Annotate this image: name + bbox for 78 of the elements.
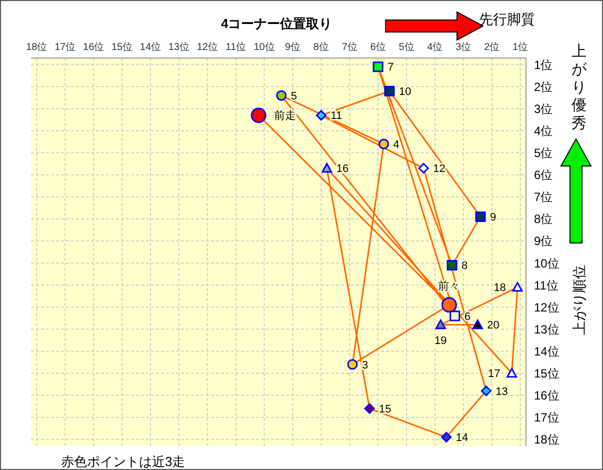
- y-tick-label: 4位: [534, 124, 553, 138]
- series-label: 7: [388, 62, 394, 74]
- series-label: 14: [456, 432, 468, 444]
- series-label: 18: [494, 282, 506, 294]
- x-tick-label: 9位: [284, 41, 301, 53]
- text: 赤色ポイントは近3走: [61, 453, 186, 470]
- x-tick-label: 11位: [226, 41, 246, 53]
- series-label: 13: [496, 386, 508, 398]
- x-tick-label: 8位: [313, 41, 329, 53]
- x-tick-label: 14位: [140, 41, 162, 53]
- point: [480, 386, 492, 396]
- y-tick-label: 3位: [534, 102, 553, 116]
- point: [450, 310, 460, 322]
- point: [512, 282, 523, 292]
- x-tick-label: 7位: [342, 41, 358, 53]
- point: [322, 162, 332, 173]
- point: [435, 320, 446, 330]
- y-tick-label: 7位: [534, 190, 553, 204]
- point: [506, 368, 518, 378]
- y-tick-label: 6位: [534, 168, 553, 182]
- y-tick-label: 14位: [534, 344, 560, 358]
- y-tick-label: 16位: [534, 388, 560, 403]
- x-tick-label: 15位: [111, 41, 133, 53]
- x-tick-label: 13位: [168, 41, 190, 53]
- y-tick-label: 5位: [534, 146, 553, 160]
- x-tick-label: 3位: [456, 41, 472, 53]
- x-tick-label: 16位: [83, 41, 104, 53]
- point: [364, 403, 375, 414]
- y-tick-label: 13位: [534, 322, 560, 336]
- point: [441, 432, 452, 442]
- x-tick-label: 1位: [512, 41, 528, 53]
- point: [384, 86, 395, 96]
- point: [372, 62, 384, 72]
- series-label: 4: [393, 138, 400, 151]
- x-tick-label: 12位: [196, 41, 218, 53]
- series-label: 10: [398, 86, 412, 98]
- point: [475, 211, 486, 222]
- x-tick-label: 2位: [484, 41, 500, 53]
- y-tick-label: 11位: [534, 278, 558, 292]
- point: [378, 138, 390, 150]
- point: [250, 108, 266, 124]
- x-tick-label: 18位: [26, 41, 48, 53]
- point: [276, 90, 287, 101]
- x-axis-title: 4コーナー位置取り: [221, 15, 332, 33]
- x-tick-label: 6位: [370, 41, 386, 53]
- y-tick-label: 12位: [534, 300, 560, 314]
- text: 上がり優秀: [570, 43, 588, 133]
- series-label: 5: [290, 90, 297, 102]
- y-tick-label: 10位: [534, 256, 560, 270]
- x-tick-label: 17位: [54, 41, 76, 53]
- point: [347, 359, 358, 370]
- point: [418, 162, 429, 174]
- y-tick-label: 15位: [534, 366, 560, 381]
- y-tick-label: 17位: [534, 410, 560, 425]
- series-label: 12: [433, 163, 446, 176]
- series-label: 3: [362, 359, 368, 372]
- point: [446, 260, 458, 270]
- point: [316, 110, 326, 121]
- series-label: 前走: [274, 109, 296, 122]
- series-label: 20: [487, 320, 500, 332]
- text: 先行脚質: [479, 11, 535, 29]
- series-label: 15: [379, 403, 392, 416]
- point: [472, 320, 483, 330]
- y-tick-label: 1位: [534, 58, 553, 72]
- series-label: 19: [434, 335, 447, 348]
- x-tick-label: 4位: [427, 41, 443, 53]
- x-tick-label: 5位: [398, 41, 414, 53]
- point: [441, 297, 457, 313]
- series-label: 8: [462, 260, 468, 272]
- y-tick-label: 18位: [534, 432, 560, 447]
- series-label: 11: [330, 110, 342, 122]
- y-tick-label: 2位: [534, 80, 553, 94]
- y-tick-label: 9位: [534, 234, 553, 248]
- series-label: 17: [488, 368, 500, 380]
- y-tick-label: 8位: [534, 212, 553, 226]
- x-tick-label: 10位: [254, 41, 275, 53]
- y-axis-title: 上がり順位: [571, 264, 588, 337]
- series-label: 9: [490, 212, 496, 224]
